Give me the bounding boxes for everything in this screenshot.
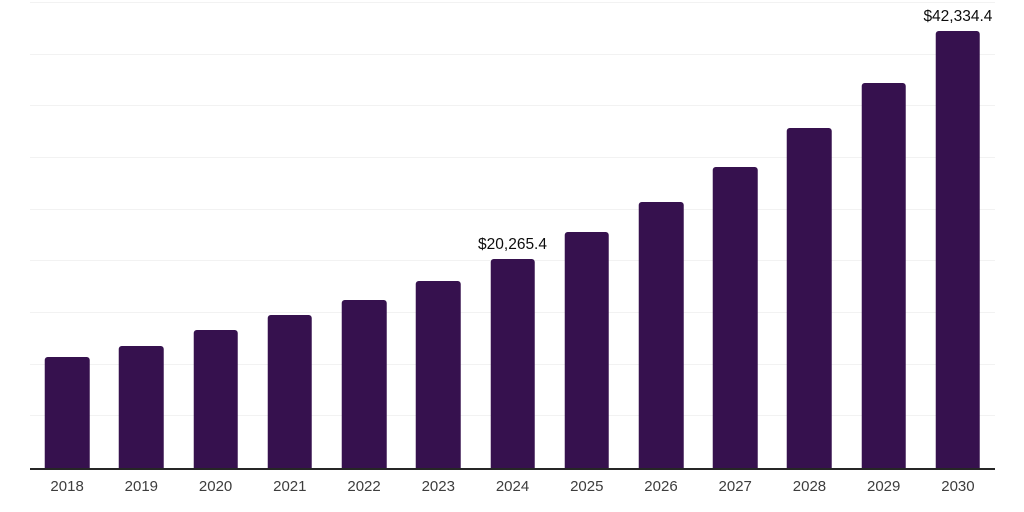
x-tick-2025: 2025 [570, 478, 604, 495]
bar-slot-2027 [698, 3, 772, 468]
bar-value-label-2030: $42,334.4 [923, 8, 993, 26]
bar-slot-2021 [253, 3, 327, 468]
x-tick-2028: 2028 [792, 478, 827, 495]
bar-slot-2022 [327, 3, 401, 468]
bar-slot-2030: $42,334.4 [921, 3, 995, 468]
bar-2025 [564, 231, 610, 468]
bar-value-label-2024: $20,265.4 [478, 236, 547, 254]
bar-slot-2028 [772, 3, 846, 468]
bar-2020 [193, 330, 238, 468]
bar-2029 [861, 82, 906, 468]
x-tick-2022: 2022 [347, 478, 381, 495]
bar-slot-2018 [30, 3, 104, 468]
x-tick-2030: 2030 [941, 478, 975, 495]
bar-2027 [712, 167, 758, 468]
x-tick-2024: 2024 [495, 478, 530, 495]
gridline-35000 [30, 105, 995, 107]
x-tick-2021: 2021 [273, 478, 307, 495]
bar-slot-2019 [104, 3, 178, 468]
bar-2028 [787, 128, 832, 468]
x-axis: 2018 2019 2020 2021 2022 2023 2024 2025 2026 2027… [30, 479, 995, 494]
x-tick-2029: 2029 [867, 478, 901, 495]
x-tick-2018: 2018 [50, 478, 84, 495]
x-tick-2019: 2019 [124, 478, 159, 495]
bar-slot-2025 [550, 3, 624, 468]
bar-slot-2026 [624, 3, 698, 468]
bar-2019 [119, 346, 164, 468]
gridline-30000 [30, 157, 995, 159]
bar-slot-2023 [401, 3, 475, 468]
bar-2023 [416, 280, 461, 468]
bar-2024 [490, 258, 535, 468]
x-tick-2020: 2020 [198, 478, 233, 495]
bar-2021 [267, 315, 313, 468]
bar-2018 [44, 357, 90, 468]
bar-slot-2029 [847, 3, 921, 468]
bar-slot-2020 [178, 3, 252, 468]
gridline-45000 [30, 2, 995, 3]
x-tick-2023: 2023 [421, 478, 455, 495]
gridline-25000 [30, 208, 995, 210]
bar-2026 [638, 202, 684, 468]
bar-2030 [935, 30, 981, 468]
x-tick-2026: 2026 [644, 478, 678, 495]
bar-slot-2024: $20,265.4 [475, 3, 549, 468]
plot-area: $20,265.4 $42,334.4 [30, 2, 995, 470]
bar-2022 [341, 300, 387, 468]
x-tick-2027: 2027 [718, 478, 752, 495]
gridline-40000 [30, 53, 995, 55]
chart-inner: $20,265.4 $42,334.4 2018 2019 2020 2021 2022 2… [30, 2, 995, 494]
